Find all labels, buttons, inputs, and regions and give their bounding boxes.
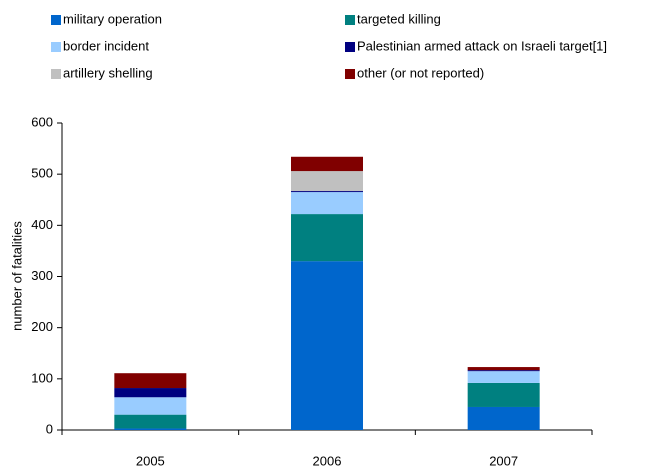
bar-segment: [467, 370, 540, 372]
bar-segment: [291, 192, 363, 215]
bar-segment: [114, 373, 187, 389]
legend-swatch: [345, 42, 355, 52]
bar-segment: [114, 414, 187, 429]
y-tick-label: 100: [31, 370, 53, 385]
legend-label: Palestinian armed attack on Israeli targ…: [357, 38, 607, 53]
legend-swatch: [51, 69, 61, 79]
y-tick-label: 200: [31, 319, 53, 334]
x-tick-label: 2006: [313, 453, 342, 468]
legend-label: border incident: [63, 38, 149, 53]
bar-segment: [467, 382, 540, 407]
x-tick-label: 2007: [489, 453, 518, 468]
y-axis-label: number of fatalities: [9, 221, 24, 331]
bar-segment: [291, 261, 363, 430]
legend-label: military operation: [63, 11, 162, 26]
bar-segment: [291, 171, 363, 192]
legend-swatch: [51, 42, 61, 52]
y-tick-label: 300: [31, 268, 53, 283]
bar-segment: [114, 428, 187, 430]
y-tick-label: 400: [31, 217, 53, 232]
bar-segment: [467, 371, 540, 383]
bar-segment: [467, 406, 540, 430]
bar-segment: [114, 388, 187, 398]
legend-label: artillery shelling: [63, 65, 153, 80]
legend-label: targeted killing: [357, 11, 441, 26]
legend-swatch: [345, 15, 355, 25]
x-tick-label: 2005: [136, 453, 165, 468]
bar-segment: [114, 397, 187, 415]
bar-segment: [291, 191, 363, 193]
y-tick-label: 600: [31, 114, 53, 129]
legend-swatch: [345, 69, 355, 79]
bar-segment: [291, 156, 363, 172]
legend-swatch: [51, 15, 61, 25]
bar-segment: [291, 214, 363, 262]
legend-label: other (or not reported): [357, 65, 484, 80]
y-tick-label: 500: [31, 166, 53, 181]
bar-segment: [467, 367, 540, 371]
y-tick-label: 0: [46, 421, 53, 436]
